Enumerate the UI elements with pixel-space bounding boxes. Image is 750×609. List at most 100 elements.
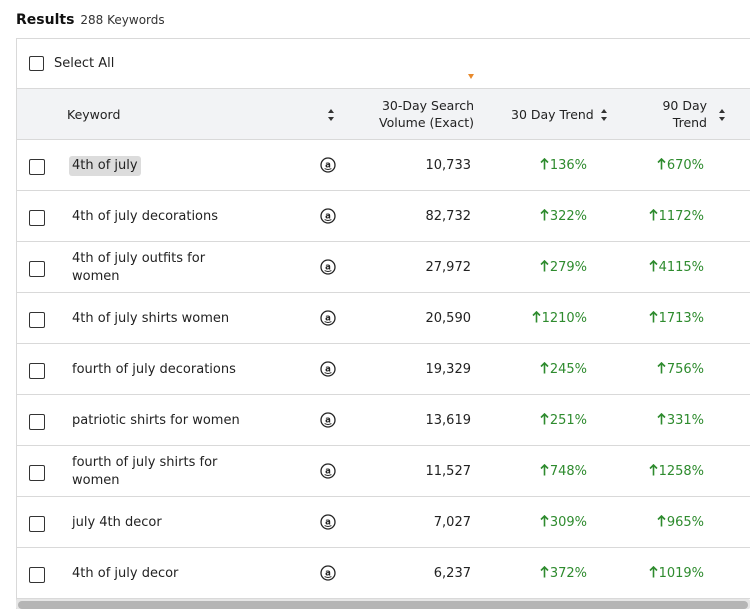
svg-text:a: a	[325, 263, 331, 273]
column-label-trend90-line2: Trend	[672, 115, 707, 130]
trend30-cell: 309%	[497, 497, 587, 548]
table-row[interactable]: 4th of july outfits for women a 27,972 279%…	[17, 242, 750, 293]
scrollbar-thumb[interactable]	[18, 601, 748, 609]
row-divider	[342, 343, 750, 344]
arrow-up-icon	[648, 565, 659, 582]
select-all-row: Select All	[17, 39, 750, 89]
row-divider	[17, 445, 342, 446]
search-volume-cell: 13,619	[425, 413, 472, 428]
row-divider	[342, 190, 750, 191]
row-checkbox[interactable]	[29, 363, 45, 379]
row-checkbox[interactable]	[29, 312, 45, 328]
trend30-value: 279%	[549, 260, 587, 275]
keyword-cell[interactable]: 4th of july	[69, 140, 252, 191]
sort-descending-icon[interactable]	[468, 74, 474, 79]
column-label-volume-line2: Volume (Exact)	[379, 115, 474, 130]
row-divider	[342, 547, 750, 548]
trend90-cell: 965%	[617, 497, 704, 548]
trend30-cell: 322%	[497, 191, 587, 242]
column-header-trend30[interactable]: 30 Day Trend	[511, 89, 594, 139]
trend90-value: 1258%	[658, 464, 704, 479]
trend90-value: 331%	[666, 413, 704, 428]
row-divider	[342, 496, 750, 497]
arrow-up-icon	[648, 208, 659, 225]
row-checkbox[interactable]	[29, 567, 45, 583]
amazon-icon[interactable]: a	[320, 259, 336, 275]
keyword-cell[interactable]: patriotic shirts for women	[72, 395, 252, 446]
row-checkbox[interactable]	[29, 159, 45, 175]
table-row[interactable]: 4th of july shirts women a 20,590 1210% 1713…	[17, 293, 750, 344]
keyword-cell[interactable]: 4th of july shirts women	[72, 293, 252, 344]
amazon-icon[interactable]: a	[320, 310, 336, 326]
column-header-volume[interactable]: 30-Day Search Volume (Exact)	[359, 89, 474, 139]
row-checkbox[interactable]	[29, 414, 45, 430]
trend90-value: 1713%	[658, 311, 704, 326]
amazon-icon[interactable]: a	[320, 514, 336, 530]
trend90-cell: 756%	[617, 344, 704, 395]
table-row[interactable]: 4th of july decorations a 82,732 322% 1172%	[17, 191, 750, 242]
trend30-value: 748%	[549, 464, 587, 479]
trend90-value: 1172%	[658, 209, 704, 224]
row-checkbox[interactable]	[29, 210, 45, 226]
row-divider	[17, 241, 342, 242]
keyword-cell[interactable]: fourth of july decorations	[72, 344, 252, 395]
trend90-value: 670%	[666, 158, 704, 173]
keyword-text: 4th of july outfits for women	[72, 250, 206, 284]
trend30-cell: 1210%	[497, 293, 587, 344]
table-row[interactable]: 4th of july decor a 6,237 372% 1019%	[17, 548, 750, 599]
table-row[interactable]: 4th of july a 10,733 136% 670%	[17, 140, 750, 191]
keyword-cell[interactable]: july 4th decor	[72, 497, 252, 548]
row-checkbox[interactable]	[29, 465, 45, 481]
arrow-up-icon	[540, 463, 550, 480]
sort-trend30-icon[interactable]	[601, 109, 609, 121]
keyword-cell[interactable]: fourth of july shirts for women	[72, 446, 252, 497]
column-header-trend90[interactable]: 90 Day Trend	[637, 89, 707, 139]
column-header-keyword[interactable]: Keyword	[67, 89, 120, 139]
sort-trend90-icon[interactable]	[719, 109, 727, 121]
table-row[interactable]: fourth of july decorations a 19,329 245% 756…	[17, 344, 750, 395]
horizontal-scrollbar[interactable]	[16, 599, 750, 609]
trend90-cell: 1713%	[617, 293, 704, 344]
amazon-icon[interactable]: a	[320, 463, 336, 479]
trend30-cell: 136%	[497, 140, 587, 191]
svg-text:a: a	[325, 467, 331, 477]
arrow-up-icon	[540, 208, 550, 225]
amazon-icon[interactable]: a	[320, 208, 336, 224]
trend30-value: 251%	[549, 413, 587, 428]
amazon-icon[interactable]: a	[320, 157, 336, 173]
select-all-label: Select All	[54, 56, 115, 71]
arrow-up-icon	[657, 514, 667, 531]
row-divider	[17, 496, 342, 497]
sort-keyword-icon[interactable]	[328, 109, 336, 121]
trend30-value: 136%	[549, 158, 587, 173]
keyword-text: 4th of july decorations	[72, 208, 219, 224]
table-row[interactable]: fourth of july shirts for women a 11,527 74…	[17, 446, 750, 497]
keyword-text: 4th of july	[69, 155, 141, 176]
trend90-cell: 1172%	[617, 191, 704, 242]
row-divider	[342, 394, 750, 395]
amazon-icon[interactable]: a	[320, 361, 336, 377]
arrow-up-icon	[657, 412, 667, 429]
amazon-icon[interactable]: a	[320, 412, 336, 428]
select-all-checkbox[interactable]	[29, 56, 44, 71]
keyword-cell[interactable]: 4th of july decor	[72, 548, 252, 599]
amazon-icon[interactable]: a	[320, 565, 336, 581]
row-checkbox[interactable]	[29, 261, 45, 277]
results-header: Results 288 Keywords	[16, 12, 165, 28]
column-label-volume-line1: 30-Day Search	[381, 98, 474, 113]
arrow-up-icon	[540, 259, 550, 276]
table-row[interactable]: patriotic shirts for women a 13,619 251% 331…	[17, 395, 750, 446]
table-row[interactable]: july 4th decor a 7,027 309% 965%	[17, 497, 750, 548]
row-checkbox[interactable]	[29, 516, 45, 532]
arrow-up-icon	[648, 310, 659, 327]
column-label-trend90: 90 Day Trend	[662, 97, 707, 131]
arrow-up-icon	[540, 514, 550, 531]
search-volume-cell: 19,329	[425, 362, 472, 377]
keyword-text: july 4th decor	[72, 514, 162, 530]
row-divider	[342, 598, 750, 599]
trend30-cell: 251%	[497, 395, 587, 446]
keyword-cell[interactable]: 4th of july decorations	[72, 191, 252, 242]
arrow-up-icon	[657, 361, 667, 378]
keyword-cell[interactable]: 4th of july outfits for women	[72, 242, 252, 293]
